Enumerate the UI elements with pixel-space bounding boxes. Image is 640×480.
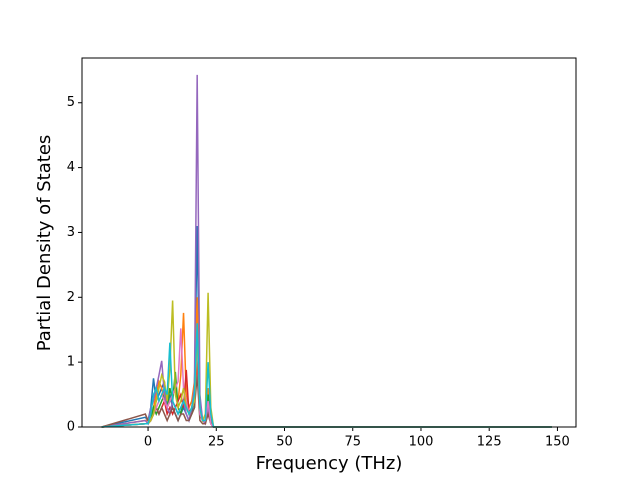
x-tick-label: 150	[545, 435, 570, 450]
x-tick-label: 125	[477, 435, 502, 450]
y-tick-label: 4	[67, 160, 75, 175]
x-axis-label: Frequency (THz)	[256, 453, 403, 474]
x-tick-label: 75	[344, 435, 361, 450]
y-tick-label: 1	[67, 355, 75, 370]
series-line	[101, 292, 552, 428]
series-line	[101, 323, 552, 428]
plot-frame	[81, 57, 577, 428]
y-tick-label: 5	[67, 95, 75, 110]
x-tick-label: 25	[208, 435, 225, 450]
x-tick-label: 50	[276, 435, 293, 450]
y-tick-label: 3	[67, 225, 75, 240]
y-tick-label: 0	[67, 420, 75, 435]
x-tick-label: 0	[144, 435, 152, 450]
y-axis-label: Partial Density of States	[34, 135, 55, 352]
y-tick-label: 2	[67, 290, 75, 305]
x-tick-label: 100	[409, 435, 434, 450]
